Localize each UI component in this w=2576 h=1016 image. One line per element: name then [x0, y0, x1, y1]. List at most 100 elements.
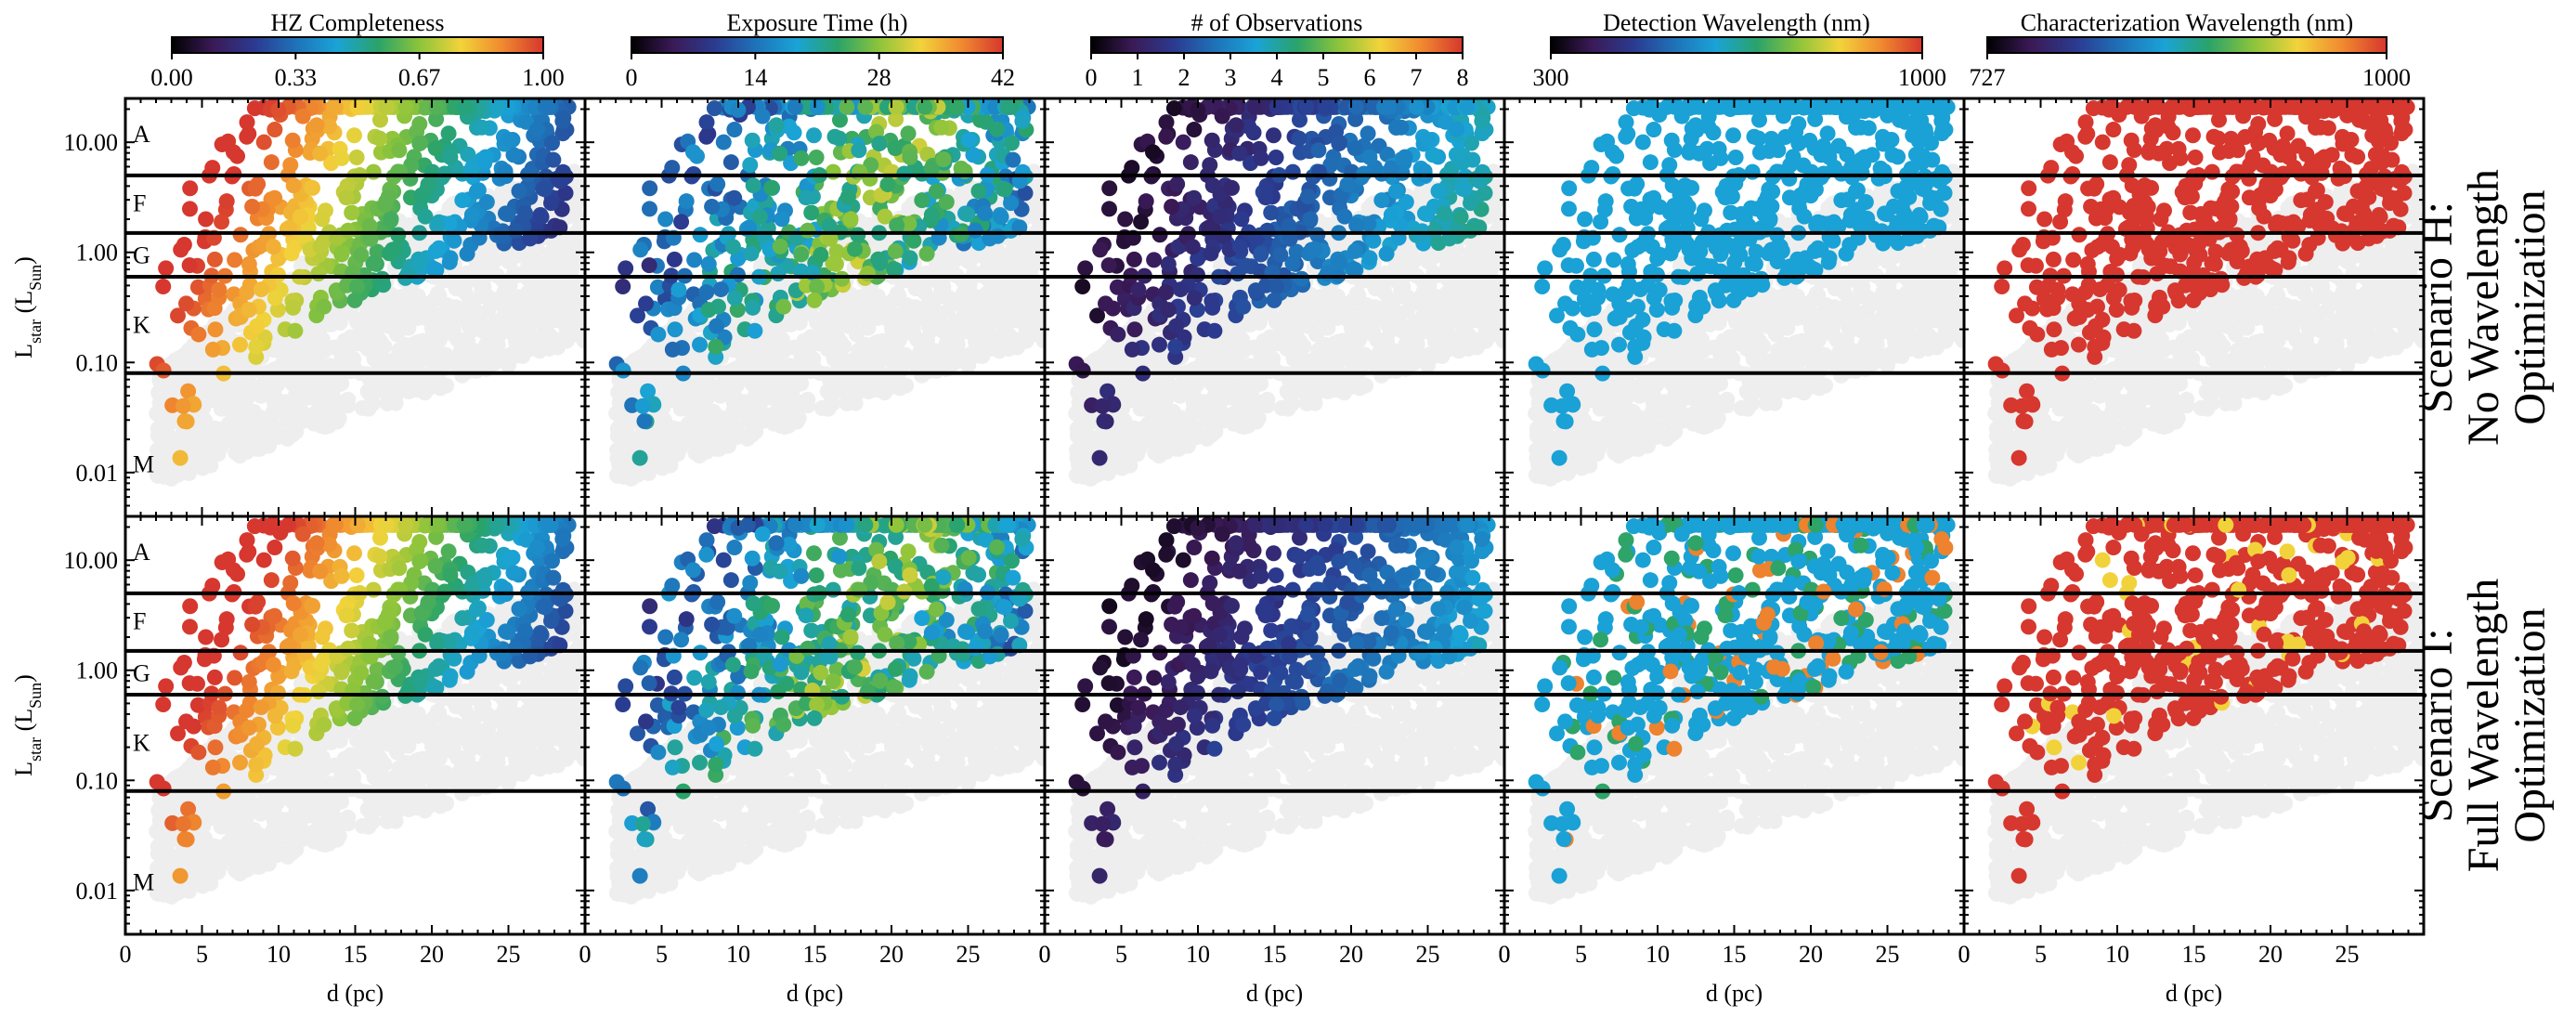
target-star — [918, 245, 935, 262]
target-star — [390, 227, 407, 243]
target-star — [726, 122, 743, 138]
target-star — [743, 245, 760, 262]
target-star — [427, 242, 444, 259]
target-star — [442, 149, 459, 165]
background-star — [503, 345, 520, 362]
target-star — [374, 270, 391, 287]
background-star — [839, 303, 856, 319]
target-star — [851, 142, 867, 159]
background-star — [400, 362, 417, 379]
target-star — [285, 299, 302, 316]
target-star — [667, 321, 683, 338]
background-star — [199, 367, 215, 384]
target-star — [543, 195, 560, 212]
background-star — [755, 367, 772, 384]
background-star — [657, 458, 674, 475]
background-star — [278, 394, 294, 410]
target-star — [365, 255, 382, 272]
target-star — [996, 181, 1013, 198]
background-star — [517, 322, 534, 339]
background-star — [370, 319, 386, 336]
background-star — [915, 301, 931, 318]
target-star — [698, 114, 715, 131]
background-star — [456, 276, 473, 293]
background-star — [927, 343, 943, 359]
target-star — [709, 176, 726, 192]
target-star — [798, 189, 814, 206]
target-star — [383, 211, 399, 228]
background-star — [1002, 281, 1019, 298]
target-star — [839, 98, 855, 115]
target-star — [361, 217, 378, 234]
target-star — [745, 177, 761, 194]
target-star — [474, 119, 490, 136]
background-star — [254, 429, 270, 446]
background-star — [381, 318, 397, 334]
background-star — [680, 415, 696, 432]
target-star — [463, 206, 480, 223]
target-star — [905, 232, 922, 249]
target-star — [263, 154, 280, 171]
target-star — [241, 255, 257, 272]
background-star — [192, 442, 209, 459]
y-tick-label: 0.01 — [76, 460, 119, 487]
target-star — [650, 326, 667, 343]
background-star — [216, 391, 233, 408]
target-star — [371, 130, 388, 147]
background-star — [696, 433, 713, 449]
target-star — [888, 111, 904, 127]
background-star — [695, 368, 711, 384]
spectral-type-label: F — [133, 190, 146, 217]
target-star — [345, 127, 362, 144]
background-star — [265, 416, 281, 433]
background-star — [694, 387, 710, 404]
background-star — [256, 382, 273, 398]
target-star — [427, 140, 444, 157]
target-star — [638, 295, 655, 312]
target-star — [642, 180, 658, 197]
target-star — [248, 338, 265, 355]
background-star — [167, 352, 184, 369]
background-star — [497, 308, 514, 325]
target-star — [729, 267, 746, 283]
y-tick-label: 1.00 — [76, 240, 119, 267]
colorbar-tick-label: 28 — [867, 64, 891, 91]
target-star — [204, 160, 221, 176]
target-star — [770, 266, 787, 282]
target-star — [284, 132, 301, 149]
target-star — [346, 292, 363, 308]
target-star — [244, 199, 261, 215]
colorbar-tick-label: 42 — [991, 64, 1015, 91]
background-star — [860, 384, 877, 400]
target-star — [338, 189, 355, 206]
target-star — [698, 284, 715, 301]
background-star — [956, 308, 973, 325]
background-star — [542, 281, 559, 298]
target-star — [155, 362, 172, 379]
target-star — [463, 160, 480, 176]
background-star — [474, 282, 490, 299]
colorbar-title: Characterization Wavelength (nm) — [2021, 9, 2353, 36]
background-star — [467, 343, 484, 359]
target-star — [475, 151, 492, 168]
background-star — [1017, 296, 1034, 313]
target-star — [269, 267, 286, 283]
background-star — [906, 352, 923, 369]
spectral-type-label: K — [133, 312, 150, 339]
target-star — [825, 163, 841, 180]
background-star — [573, 324, 585, 341]
target-star — [232, 336, 249, 353]
colorbar-tick-label: 1 — [1132, 64, 1144, 91]
target-star — [333, 150, 350, 166]
target-star — [457, 98, 474, 115]
background-star — [201, 431, 217, 448]
background-star — [160, 448, 176, 464]
target-star — [712, 281, 729, 298]
background-star — [777, 392, 794, 409]
target-star — [428, 111, 445, 127]
colorbar-tick-label: 727 — [1970, 64, 2006, 91]
background-star — [695, 408, 711, 424]
target-star — [304, 179, 320, 196]
background-star — [618, 423, 634, 439]
